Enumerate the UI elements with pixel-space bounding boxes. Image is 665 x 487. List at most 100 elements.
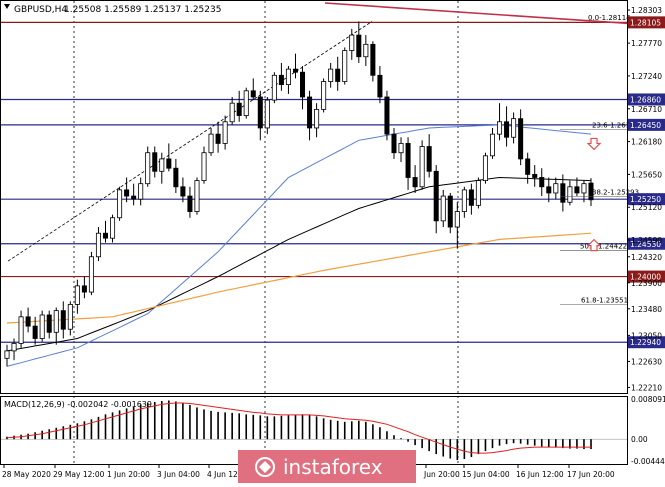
collapse-triangle-icon[interactable] xyxy=(4,4,10,9)
macd-bar xyxy=(512,439,515,444)
candle-body xyxy=(363,43,369,58)
macd-bar xyxy=(428,439,430,452)
candle-body xyxy=(131,195,137,200)
candle-body xyxy=(511,118,517,138)
macd-bar xyxy=(301,414,304,440)
candle-body xyxy=(426,146,432,172)
watermark-brand: instaforex xyxy=(283,455,383,479)
macd-bar xyxy=(189,404,191,440)
candle-body xyxy=(201,152,207,181)
price-highlight-label: 1.22940 xyxy=(630,338,661,347)
candle-body xyxy=(264,99,270,129)
candle-body xyxy=(525,158,531,175)
candle-body xyxy=(60,310,66,330)
candle-body xyxy=(4,350,10,359)
candle-body xyxy=(321,81,327,110)
macd-bar xyxy=(576,439,578,449)
macd-bar xyxy=(407,439,409,442)
time-tick-label: 15 Jun 04:00 xyxy=(462,470,510,479)
candle-body xyxy=(497,121,503,135)
price-tick-label: 1.26710 xyxy=(631,105,662,114)
candle-body xyxy=(349,34,355,51)
candle-body xyxy=(46,314,52,333)
time-tick-label: 4 Jun 12:00 xyxy=(207,470,250,479)
price-tick-label: 1.22210 xyxy=(631,383,662,392)
sell-arrow-icon xyxy=(586,137,602,151)
candle-body xyxy=(440,195,446,222)
header-labels: GBPUSD,H4 1.25508 1.25589 1.25137 1.2523… xyxy=(4,4,221,409)
candle-body xyxy=(39,314,45,339)
symbol-label: GBPUSD,H4 xyxy=(14,5,67,15)
time-tick-label: 1 Jun 20:00 xyxy=(107,470,150,479)
macd-bar xyxy=(519,439,522,444)
candle-body xyxy=(447,195,453,228)
candle-body xyxy=(356,34,362,58)
candle-body xyxy=(222,121,228,144)
candle-body xyxy=(539,177,545,188)
candle-body xyxy=(567,186,573,203)
macd-bar xyxy=(146,402,149,440)
price-tick-label: 1.26180 xyxy=(631,138,662,147)
macd-bar xyxy=(6,436,8,440)
candle-body xyxy=(398,143,404,154)
ohlc-label: 1.25508 1.25589 1.25137 1.25235 xyxy=(64,5,221,15)
macd-bar xyxy=(83,421,86,440)
macd-tick-label: 0.00 xyxy=(631,435,648,444)
macd-bar xyxy=(484,439,487,452)
macd-bar xyxy=(343,421,346,440)
price-tick-label: 1.23900 xyxy=(631,279,662,288)
candle-body xyxy=(278,74,284,86)
candle-body xyxy=(504,121,510,138)
macd-bar xyxy=(350,421,353,440)
candle-body xyxy=(88,256,94,293)
macd-bar xyxy=(435,439,438,455)
macd-bar xyxy=(491,439,494,449)
candle-body xyxy=(581,183,587,194)
instaforex-logo-icon xyxy=(255,457,275,477)
macd-bar xyxy=(372,424,374,440)
macd-bar xyxy=(160,400,163,440)
red-trendline xyxy=(324,2,628,25)
candle-body xyxy=(342,50,348,82)
watermark: instaforex xyxy=(238,450,416,483)
macd-bar xyxy=(386,431,388,440)
candle-body xyxy=(553,183,559,194)
candle-body xyxy=(314,108,320,129)
macd-bar xyxy=(69,424,72,440)
candle-body xyxy=(300,71,306,98)
price-tick-label: 1.24320 xyxy=(631,253,662,262)
candle-body xyxy=(243,90,249,116)
macd-bar xyxy=(477,439,480,455)
moving-average-blue xyxy=(6,124,592,367)
price-tick-label: 1.28303 xyxy=(631,6,662,15)
candle-body xyxy=(102,232,109,239)
moving-average-orange xyxy=(6,232,592,324)
price-highlight-box xyxy=(628,16,665,29)
candle-body xyxy=(468,189,474,206)
candle-body xyxy=(412,177,418,188)
macd-bar xyxy=(547,439,550,448)
candle-body xyxy=(307,96,313,129)
candle-body xyxy=(67,304,73,330)
price-highlight-label: 1.25250 xyxy=(630,195,661,204)
candle-body xyxy=(187,195,193,212)
macd-bar xyxy=(400,438,402,440)
macd-bar xyxy=(421,439,423,449)
macd-bar xyxy=(379,427,381,440)
macd-bar xyxy=(252,414,255,440)
macd-label: MACD(12,26,9) -0.002042 -0.001639 xyxy=(4,400,152,409)
macd-bar xyxy=(329,419,332,440)
macd-bar xyxy=(203,409,205,440)
candle-body xyxy=(588,182,594,201)
macd-bar xyxy=(55,427,58,440)
candle-body xyxy=(95,232,101,258)
price-highlight-label: 1.24530 xyxy=(630,240,661,249)
price-tick-label: 1.27240 xyxy=(631,72,662,81)
fibo-label-2: 38.2-1.25293 xyxy=(592,189,639,197)
macd-bar xyxy=(132,406,135,440)
price-tick-label: 1.24590 xyxy=(631,236,662,245)
macd-bar xyxy=(449,439,452,459)
macd-bar xyxy=(196,407,198,440)
